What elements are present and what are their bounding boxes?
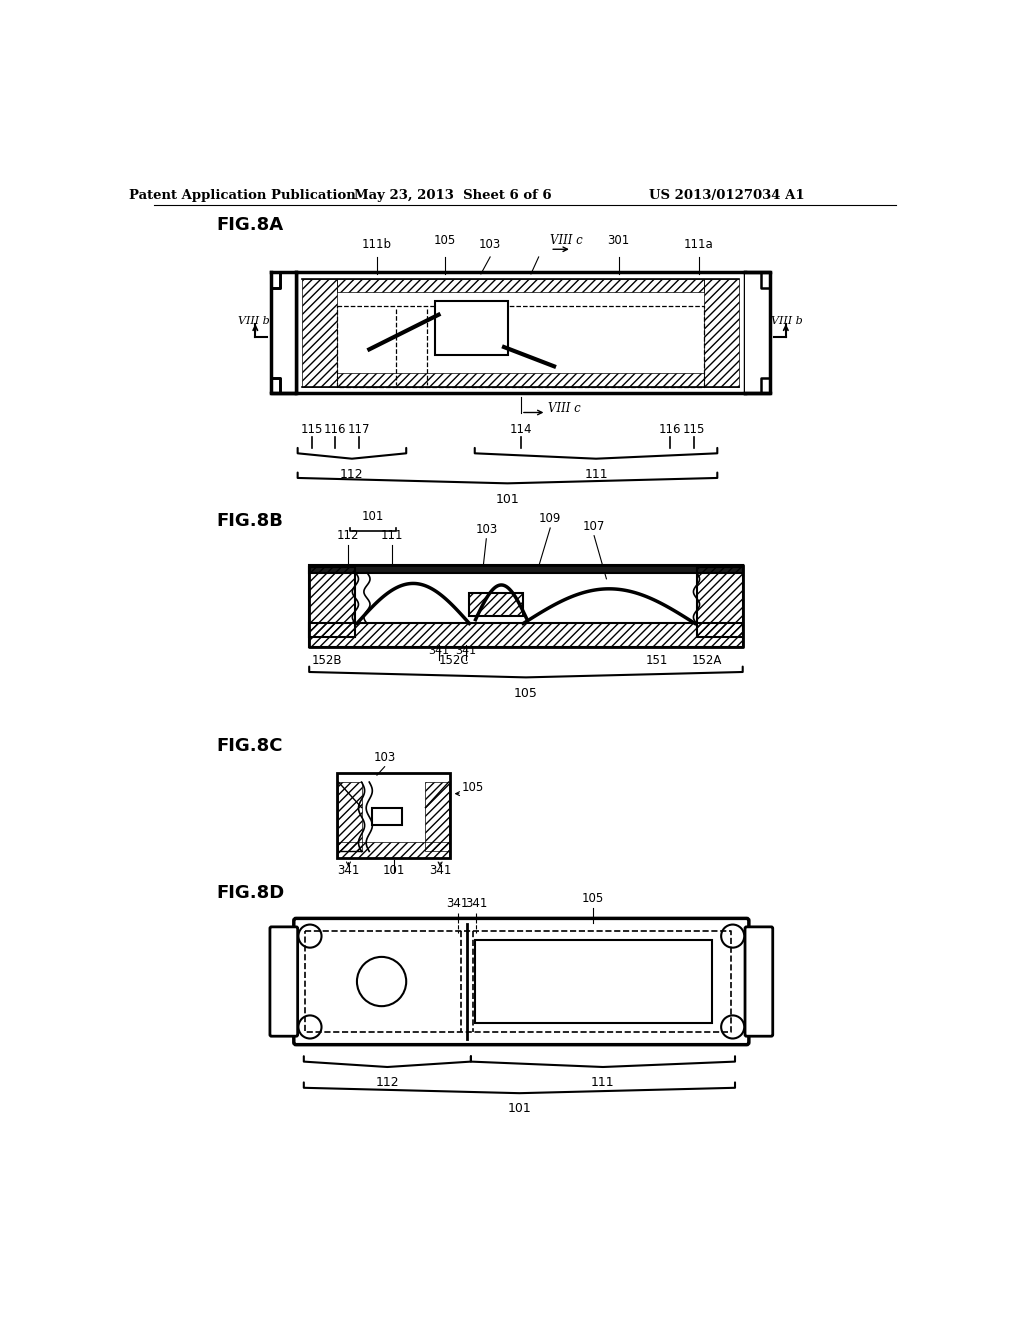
Text: 116: 116 bbox=[324, 422, 346, 436]
Bar bbox=[337, 374, 705, 387]
Text: 112: 112 bbox=[340, 469, 364, 480]
Text: 341: 341 bbox=[465, 896, 487, 909]
Bar bbox=[270, 272, 296, 393]
Text: 103: 103 bbox=[479, 238, 502, 251]
Circle shape bbox=[298, 1015, 322, 1039]
Bar bbox=[705, 279, 739, 387]
Text: 111: 111 bbox=[585, 469, 608, 480]
Text: 115: 115 bbox=[300, 422, 323, 436]
Text: 301: 301 bbox=[607, 234, 630, 247]
Bar bbox=[435, 301, 508, 355]
Text: Patent Application Publication: Patent Application Publication bbox=[129, 189, 355, 202]
Text: 105: 105 bbox=[433, 234, 456, 247]
Text: 112: 112 bbox=[337, 529, 359, 541]
Text: 115: 115 bbox=[683, 422, 706, 436]
Text: 105: 105 bbox=[514, 686, 538, 700]
Text: 111b: 111b bbox=[361, 238, 392, 251]
FancyBboxPatch shape bbox=[745, 927, 773, 1036]
Text: May 23, 2013  Sheet 6 of 6: May 23, 2013 Sheet 6 of 6 bbox=[353, 189, 551, 202]
Text: US 2013/0127034 A1: US 2013/0127034 A1 bbox=[649, 189, 805, 202]
Circle shape bbox=[357, 957, 407, 1006]
Text: 114: 114 bbox=[510, 422, 532, 436]
Circle shape bbox=[298, 924, 322, 948]
Text: VIII b: VIII b bbox=[238, 315, 269, 326]
Text: 152A: 152A bbox=[691, 653, 722, 667]
Text: 101: 101 bbox=[382, 865, 404, 878]
Text: FIG.8A: FIG.8A bbox=[217, 216, 284, 234]
Text: VIII c: VIII c bbox=[548, 403, 581, 416]
Bar bbox=[372, 808, 402, 825]
Text: FIG.8B: FIG.8B bbox=[217, 512, 284, 531]
Text: 112: 112 bbox=[376, 1076, 399, 1089]
Bar bbox=[469, 593, 523, 615]
Bar bbox=[745, 272, 770, 393]
Circle shape bbox=[721, 1015, 744, 1039]
Text: FIG.8C: FIG.8C bbox=[217, 738, 284, 755]
Bar bbox=[309, 565, 742, 573]
Text: 341: 341 bbox=[429, 865, 452, 878]
Text: 341: 341 bbox=[455, 647, 476, 656]
Text: 105: 105 bbox=[582, 892, 604, 906]
Text: 151: 151 bbox=[645, 653, 668, 667]
Text: FIG.8D: FIG.8D bbox=[217, 883, 285, 902]
Text: 117: 117 bbox=[348, 422, 371, 436]
Bar bbox=[688, 969, 710, 994]
Text: 341: 341 bbox=[337, 865, 359, 878]
Text: VIII b: VIII b bbox=[771, 315, 803, 326]
Text: VIII c: VIII c bbox=[550, 234, 583, 247]
Text: 103: 103 bbox=[475, 523, 498, 536]
Text: 101: 101 bbox=[508, 1102, 531, 1115]
Bar bbox=[696, 566, 742, 638]
Text: 111a: 111a bbox=[684, 238, 714, 251]
Bar bbox=[337, 774, 451, 858]
Bar bbox=[309, 566, 355, 638]
Bar bbox=[337, 279, 705, 293]
Text: 341: 341 bbox=[446, 896, 469, 909]
Text: 103: 103 bbox=[374, 751, 396, 763]
FancyBboxPatch shape bbox=[294, 919, 749, 1044]
Text: 152C: 152C bbox=[438, 653, 469, 667]
Bar bbox=[296, 272, 745, 393]
Circle shape bbox=[721, 924, 744, 948]
Text: 101: 101 bbox=[496, 492, 519, 506]
Text: 109: 109 bbox=[539, 512, 561, 525]
Bar bbox=[309, 623, 742, 647]
Bar bbox=[475, 940, 712, 1023]
Bar bbox=[339, 781, 361, 851]
Text: 105: 105 bbox=[462, 781, 484, 795]
Text: 152B: 152B bbox=[311, 653, 342, 667]
Bar bbox=[302, 279, 337, 387]
Text: 116: 116 bbox=[658, 422, 681, 436]
Text: 341: 341 bbox=[428, 647, 450, 656]
Text: 107: 107 bbox=[583, 520, 605, 532]
FancyBboxPatch shape bbox=[270, 927, 298, 1036]
Bar bbox=[339, 842, 449, 858]
Text: 111: 111 bbox=[591, 1076, 614, 1089]
Text: 101: 101 bbox=[361, 510, 384, 523]
Bar bbox=[425, 781, 449, 851]
Text: 111: 111 bbox=[381, 529, 403, 541]
